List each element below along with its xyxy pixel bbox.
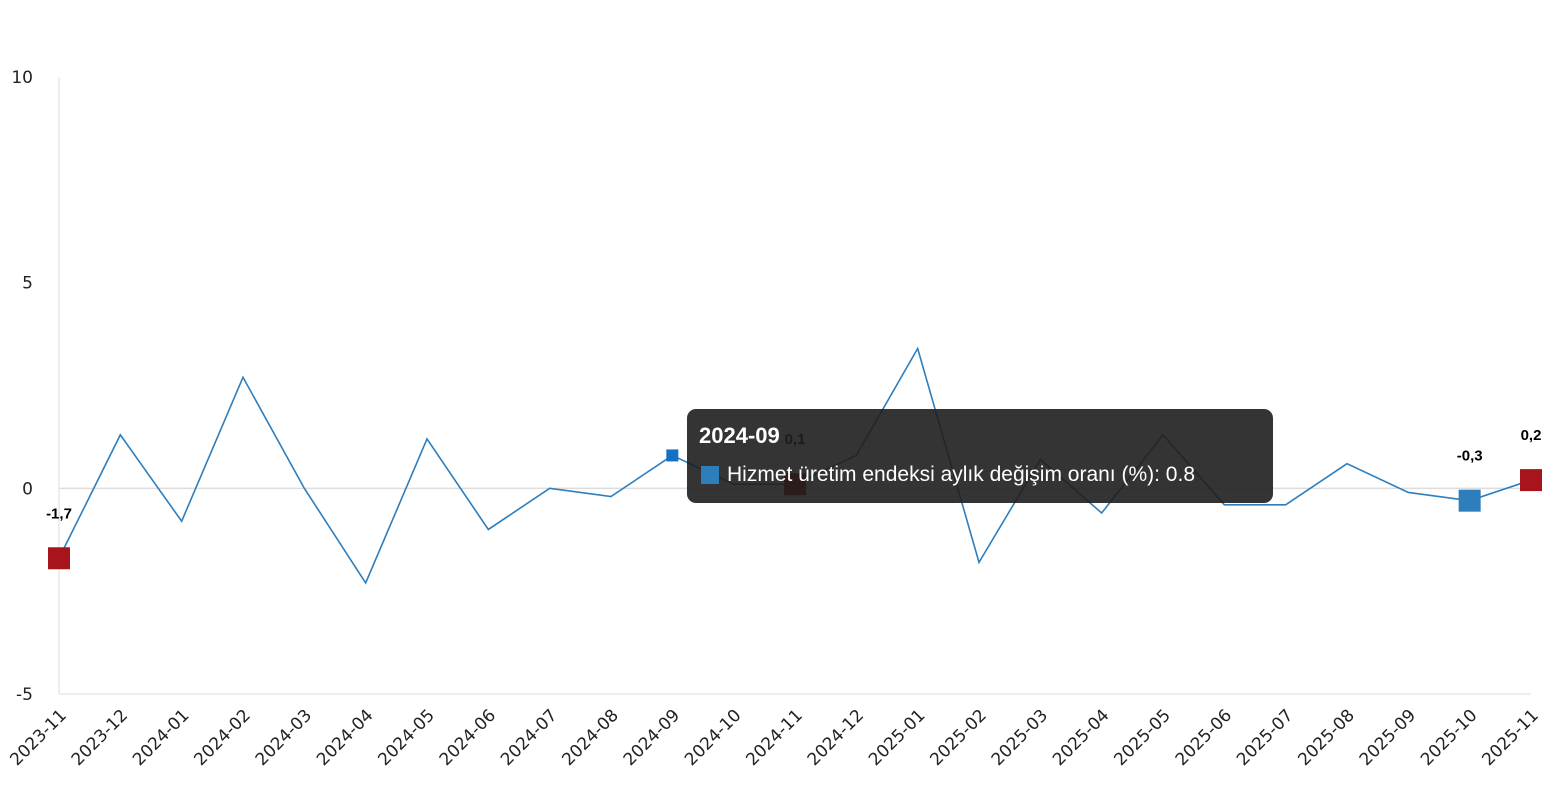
tooltip: 2024-09 Hizmet üretim endeksi aylık deği… <box>687 409 1273 503</box>
data-label: -1,7 <box>46 505 72 522</box>
x-tick-label: 2025-04 <box>1049 706 1113 770</box>
x-tick-label: 2024-10 <box>681 706 745 770</box>
hover-marker <box>666 449 679 462</box>
x-tick-label: 2024-08 <box>558 706 622 770</box>
data-label: 0,2 <box>1521 427 1542 444</box>
x-tick-label: 2025-08 <box>1294 706 1358 770</box>
highlight-marker <box>48 547 70 570</box>
x-tick-label: 2024-12 <box>804 706 868 770</box>
tooltip-row: Hizmet üretim endeksi aylık değişim oran… <box>701 463 1195 487</box>
x-tick-label: 2024-02 <box>190 706 254 770</box>
x-tick-label: 2024-07 <box>497 706 561 770</box>
x-tick-label: 2023-12 <box>68 706 132 770</box>
highlight-marker <box>1458 489 1481 512</box>
y-tick-label: 5 <box>22 274 33 294</box>
x-tick-label: 2024-09 <box>620 706 684 770</box>
tooltip-title: 2024-09 <box>699 423 780 448</box>
y-tick-label: -5 <box>16 685 33 705</box>
x-tick-label: 2025-03 <box>988 706 1052 770</box>
x-tick-label: 2025-05 <box>1110 706 1174 770</box>
x-tick-label: 2025-11 <box>1478 706 1542 770</box>
x-tick-label: 2024-11 <box>742 706 806 770</box>
x-tick-label: 2025-07 <box>1233 706 1297 770</box>
x-tick-label: 2024-01 <box>129 706 193 770</box>
x-tick-label: 2025-09 <box>1356 706 1420 770</box>
x-tick-label: 2024-06 <box>436 706 500 770</box>
x-tick-label: 2025-06 <box>1172 706 1236 770</box>
data-label: -0,3 <box>1457 448 1483 465</box>
x-tick-label: 2024-03 <box>252 706 316 770</box>
x-tick-label: 2025-01 <box>865 706 929 770</box>
x-tick-label: 2024-05 <box>374 706 438 770</box>
x-tick-label: 2025-02 <box>926 706 990 770</box>
series-swatch-icon <box>701 466 719 484</box>
highlight-marker <box>1520 469 1542 492</box>
x-tick-label: 2024-04 <box>313 706 377 770</box>
x-tick-label: 2025-10 <box>1417 706 1481 770</box>
y-tick-label: 0 <box>22 479 33 499</box>
tooltip-text: Hizmet üretim endeksi aylık değişim oran… <box>727 463 1195 486</box>
y-tick-label: 10 <box>11 68 33 88</box>
x-tick-label: 2023-11 <box>6 706 70 770</box>
